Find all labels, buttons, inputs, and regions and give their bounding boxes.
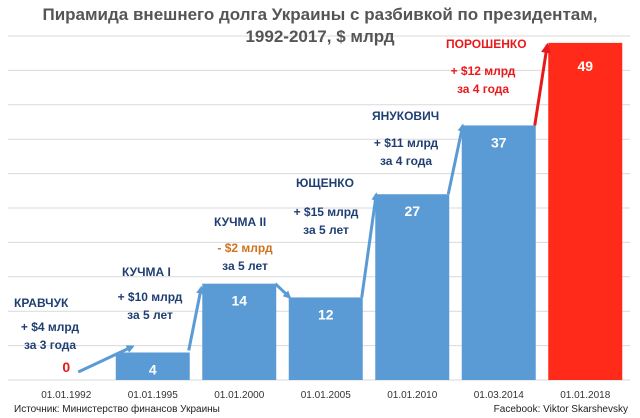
label-kravchuk: КРАВЧУК <box>14 296 69 310</box>
note-kuchma-1-amount: + $10 млрд <box>117 290 183 304</box>
facebook-credit: Facebook: Viktor Skarshevsky <box>493 404 628 415</box>
note-kuchma-2-amount: - $2 млрд <box>217 241 273 255</box>
note-kravchuk-period: за 3 года <box>23 338 77 352</box>
x-tick-label: 01.03.2014 <box>474 390 524 401</box>
x-tick-label: 01.01.2005 <box>301 390 351 401</box>
trend-arrows <box>77 42 551 374</box>
label-poroshenko: ПОРОШЕНКО <box>446 37 527 51</box>
note-poroshenko-amount: + $12 млрд <box>450 64 516 78</box>
note-poroshenko-period: за 4 года <box>456 82 510 96</box>
bar-01.01.2018 <box>548 42 623 380</box>
note-kuchma-2-period: за 5 лет <box>222 259 268 273</box>
x-tick-label: 01.01.1995 <box>128 390 178 401</box>
arrow-kuchma-2 <box>274 282 292 299</box>
value-labels: 0 4 14 12 27 37 49 <box>62 58 593 378</box>
note-kuchma-2: - $2 млрд за 5 лет <box>205 239 285 275</box>
gridlines <box>8 35 630 381</box>
source-note: Источник: Министерство финансов Украины <box>14 404 220 415</box>
bar-01.01.2005 <box>288 297 363 380</box>
bar-01.01.2010 <box>375 194 450 380</box>
arrow-kuchma-1 <box>187 285 205 351</box>
bar-01.01.2000 <box>202 283 277 380</box>
note-yanukovych-period: за 4 года <box>379 154 433 168</box>
value-label: 4 <box>149 361 157 377</box>
note-kuchma-1-period: за 5 лет <box>127 308 173 322</box>
bar-01.03.2014 <box>461 125 536 380</box>
label-kuchma-2: КУЧМА II <box>214 215 267 229</box>
arrow-poroshenko <box>533 42 551 126</box>
note-poroshenko: + $12 млрд за 4 года <box>438 62 528 98</box>
watermark: YAPLAKAL.COM <box>512 379 622 394</box>
label-kuchma-1: КУЧМА I <box>122 265 171 279</box>
x-tick-label: 01.01.2018 <box>560 390 610 401</box>
note-yanukovych: + $11 млрд за 4 года <box>364 134 448 170</box>
arrow-yanukovych <box>446 123 466 195</box>
label-yushchenko: ЮЩЕНКО <box>296 176 354 190</box>
bar-01.01.1995 <box>115 352 190 380</box>
chart-title-line2: 1992-2017, $ млрд <box>245 27 395 46</box>
x-tick-labels: 01.01.1992 01.01.1995 01.01.2000 01.01.2005… <box>41 390 610 401</box>
value-label: 12 <box>318 306 334 322</box>
x-tick-label: 01.01.2000 <box>214 390 264 401</box>
note-kuchma-1: + $10 млрд за 5 лет <box>110 288 190 324</box>
value-label: 49 <box>577 58 593 74</box>
arrow-kravchuk <box>77 345 135 374</box>
label-yanukovych: ЯНУКОВИЧ <box>372 109 440 123</box>
note-kravchuk-amount: + $4 млрд <box>20 320 80 334</box>
arrow-yushchenko <box>360 192 380 298</box>
value-label: 27 <box>404 203 420 219</box>
value-label: 0 <box>62 359 70 375</box>
note-yushchenko-period: за 5 лет <box>303 223 349 237</box>
note-kravchuk: + $4 млрд за 3 года <box>10 318 90 354</box>
chart-title-line1: Пирамида внешнего долга Украины с разбив… <box>42 5 598 24</box>
x-tick-label: 01.01.1992 <box>41 390 91 401</box>
x-tick-label: 01.01.2010 <box>387 390 437 401</box>
value-label: 14 <box>231 293 247 309</box>
note-yanukovych-amount: + $11 млрд <box>373 136 439 150</box>
note-yushchenko: + $15 млрд за 5 лет <box>286 203 366 239</box>
value-label: 37 <box>491 134 507 150</box>
bars <box>115 42 623 380</box>
note-yushchenko-amount: + $15 млрд <box>293 205 359 219</box>
